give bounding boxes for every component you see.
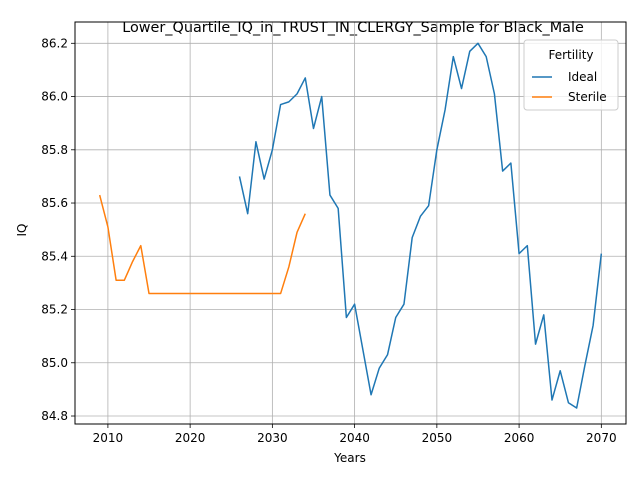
y-tick-label: 86.0 [41, 90, 68, 104]
legend-label-sterile: Sterile [568, 90, 607, 104]
x-axis-title: Years [333, 451, 366, 465]
legend: Fertility Ideal Sterile [523, 39, 619, 111]
legend-title: Fertility [548, 48, 593, 62]
y-tick-label: 85.4 [41, 249, 68, 263]
x-tick-label: 2050 [422, 431, 453, 445]
plot-frame [74, 21, 627, 425]
y-tick-label: 86.2 [41, 36, 68, 50]
axis-ticks: 2010 2020 2030 2040 2050 2060 2070 84.8 85.0 85.2… [41, 36, 616, 445]
series-line-sterile [98, 194, 306, 295]
x-tick-label: 2040 [339, 431, 370, 445]
y-tick-label: 85.0 [41, 356, 68, 370]
y-tick-label: 85.8 [41, 143, 68, 157]
x-tick-label: 2030 [257, 431, 288, 445]
y-tick-label: 84.8 [41, 409, 68, 423]
y-tick-label: 85.2 [41, 303, 68, 317]
x-tick-label: 2060 [504, 431, 535, 445]
chart-title: Lower_Quartile_IQ_in_TRUST_IN_CLERGY_Sam… [122, 20, 584, 36]
y-tick-label: 85.6 [41, 196, 68, 210]
x-tick-label: 2070 [586, 431, 617, 445]
y-axis-title: IQ [15, 224, 29, 237]
legend-box [523, 39, 619, 111]
series-line-ideal [238, 42, 603, 409]
x-tick-label: 2020 [175, 431, 206, 445]
legend-label-ideal: Ideal [568, 70, 597, 84]
series-lines [98, 42, 603, 409]
grid [75, 22, 626, 424]
x-tick-label: 2010 [93, 431, 124, 445]
